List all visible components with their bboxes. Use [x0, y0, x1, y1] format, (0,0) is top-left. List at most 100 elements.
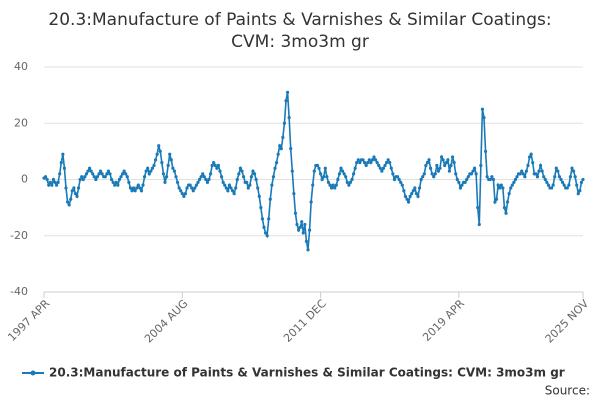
point: [245, 180, 249, 184]
point: [202, 175, 206, 179]
point: [194, 183, 199, 187]
point: [65, 200, 70, 204]
x-tick-label: 2025 NOV: [543, 297, 592, 346]
point: [542, 175, 546, 179]
point: [399, 180, 403, 184]
point: [89, 169, 93, 173]
point: [447, 169, 452, 173]
point: [391, 172, 395, 176]
point: [576, 191, 580, 196]
point: [238, 166, 243, 170]
point: [435, 163, 439, 168]
point: [120, 172, 125, 176]
point: [205, 180, 210, 184]
point: [100, 172, 104, 176]
x-tick-label: 2004 AUG: [142, 297, 191, 346]
point: [70, 189, 74, 193]
point: [221, 180, 225, 184]
y-tick-label: 40: [14, 60, 28, 73]
point: [471, 169, 475, 173]
point: [136, 183, 140, 187]
point: [562, 183, 566, 187]
point: [111, 180, 115, 184]
point: [422, 172, 426, 176]
point: [339, 166, 343, 170]
point: [504, 211, 508, 215]
point: [67, 203, 71, 207]
point: [372, 155, 376, 159]
point: [427, 158, 431, 162]
point: [494, 197, 499, 201]
point: [458, 186, 463, 190]
point: [193, 186, 197, 190]
point: [527, 155, 532, 159]
point: [163, 180, 167, 184]
point: [97, 172, 101, 176]
point: [171, 166, 175, 170]
point: [553, 175, 557, 179]
point: [439, 155, 444, 159]
point: [279, 146, 283, 151]
point: [386, 158, 390, 162]
point: [43, 175, 48, 179]
point: [515, 175, 519, 179]
point: [540, 169, 544, 173]
point: [356, 158, 360, 162]
point: [545, 180, 549, 184]
point: [388, 161, 392, 165]
point: [350, 177, 354, 182]
point: [579, 180, 584, 184]
point: [150, 166, 155, 170]
point: [267, 217, 271, 221]
point: [240, 169, 244, 173]
point: [86, 169, 90, 173]
point: [373, 158, 378, 162]
point: [317, 166, 321, 170]
y-tick-label: 20: [14, 116, 28, 129]
point: [293, 211, 298, 215]
point: [152, 163, 156, 168]
point: [565, 186, 569, 190]
point: [274, 161, 279, 165]
point: [333, 186, 337, 190]
point: [303, 222, 307, 227]
point: [432, 175, 436, 179]
point: [270, 183, 274, 187]
point: [95, 175, 100, 179]
point: [208, 172, 213, 176]
point: [256, 186, 260, 190]
point: [276, 152, 280, 156]
point: [329, 186, 334, 190]
chart-subtitle: CVM: 3mo3m gr: [231, 32, 369, 52]
point: [535, 175, 540, 179]
point: [424, 163, 428, 168]
point: [507, 191, 511, 196]
point: [322, 175, 326, 179]
point: [216, 163, 221, 168]
point: [498, 186, 502, 190]
point: [290, 169, 294, 173]
point: [149, 169, 153, 173]
point: [117, 177, 122, 182]
point: [64, 186, 68, 190]
point: [389, 166, 393, 170]
point: [179, 189, 183, 193]
point: [196, 180, 200, 184]
point: [534, 172, 538, 176]
point: [232, 191, 236, 196]
point: [323, 166, 327, 170]
point: [348, 180, 353, 184]
point: [554, 166, 558, 170]
point: [573, 175, 577, 179]
point: [142, 175, 147, 179]
point: [131, 186, 136, 190]
point: [72, 186, 76, 190]
point: [309, 200, 313, 204]
point: [265, 234, 269, 238]
point: [345, 180, 349, 184]
point: [119, 175, 123, 179]
point: [405, 197, 409, 201]
point: [169, 158, 173, 162]
point: [158, 149, 162, 153]
